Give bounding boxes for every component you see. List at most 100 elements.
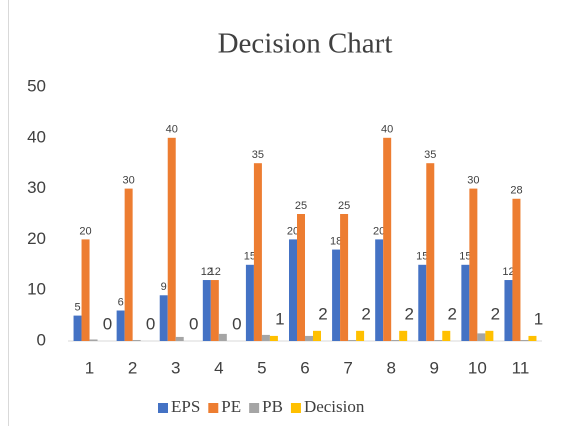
bar	[159, 295, 168, 341]
bar	[520, 339, 529, 341]
data-label: 1	[534, 309, 543, 328]
x-tick-label: 9	[430, 358, 439, 377]
data-label: 25	[295, 200, 307, 212]
data-label: 2	[491, 304, 500, 323]
data-label: 35	[252, 149, 264, 161]
bar	[132, 339, 141, 341]
bar	[375, 239, 384, 341]
bar	[391, 339, 400, 341]
bar	[253, 163, 262, 341]
bar	[269, 335, 278, 341]
bar	[210, 280, 219, 341]
bar	[305, 335, 313, 341]
data-label: 12	[201, 266, 213, 278]
x-tick-label: 5	[257, 358, 266, 377]
x-tick-label: 2	[128, 358, 137, 377]
chart-frame	[8, 0, 9, 426]
legend-swatch	[208, 403, 219, 413]
data-label: 35	[424, 149, 436, 161]
data-label: 28	[510, 185, 522, 197]
bar	[469, 188, 478, 341]
legend-label: Decision	[304, 397, 365, 416]
x-tick-label: 6	[300, 358, 309, 377]
data-label: 15	[416, 251, 428, 263]
data-label: 9	[161, 281, 167, 293]
bar	[81, 239, 90, 341]
data-label: 0	[146, 314, 155, 333]
data-label: 25	[338, 200, 350, 212]
data-label: 6	[118, 296, 124, 308]
bar	[297, 214, 305, 341]
bar	[245, 264, 254, 341]
x-tick-label: 1	[85, 358, 94, 377]
bar	[399, 330, 408, 341]
bar	[124, 188, 133, 341]
y-tick-label: 50	[27, 76, 46, 95]
bar	[289, 239, 297, 341]
x-tick-label: 4	[214, 358, 223, 377]
data-label: 2	[404, 304, 413, 323]
data-label: 40	[381, 124, 393, 136]
y-tick-label: 30	[27, 178, 46, 197]
chart-title: Decision Chart	[218, 28, 393, 60]
bar	[313, 330, 321, 341]
data-label: 2	[318, 304, 327, 323]
bar	[202, 280, 211, 341]
data-label: 1	[275, 309, 284, 328]
legend-label: PB	[262, 397, 283, 416]
legend-swatch	[158, 403, 168, 413]
y-tick-label: 20	[27, 229, 46, 248]
legend-label: EPS	[171, 397, 200, 416]
x-tick-label: 3	[171, 358, 180, 377]
bar	[89, 339, 98, 341]
legend-label: PE	[221, 397, 241, 416]
data-label: 40	[166, 124, 178, 136]
bar	[175, 336, 184, 341]
y-tick-label: 0	[37, 330, 46, 349]
data-label: 15	[244, 251, 256, 263]
legend-swatch	[249, 403, 260, 413]
data-label: 30	[123, 175, 135, 187]
bar	[477, 333, 486, 341]
x-tick-label: 7	[343, 358, 352, 377]
bar	[261, 334, 270, 341]
y-tick-label: 10	[27, 280, 46, 299]
bar	[528, 335, 537, 341]
data-label: 2	[361, 304, 370, 323]
bar	[340, 214, 349, 341]
bar	[461, 264, 470, 341]
bar	[348, 339, 357, 341]
bar	[383, 137, 392, 341]
data-label: 15	[459, 251, 471, 263]
x-tick-label: 8	[386, 358, 395, 377]
data-label: 20	[79, 225, 91, 237]
bar	[356, 330, 365, 341]
y-tick-label: 40	[27, 127, 46, 146]
bar	[218, 333, 227, 341]
data-label: 12	[209, 266, 221, 278]
data-label: 0	[232, 314, 241, 333]
data-label: 2	[448, 304, 457, 323]
data-label: 20	[287, 225, 299, 237]
bar	[418, 264, 427, 341]
bar	[434, 339, 443, 341]
bar	[332, 249, 341, 341]
x-tick-label: 10	[468, 358, 487, 377]
data-label: 0	[189, 314, 198, 333]
bar	[167, 137, 176, 341]
data-label: 5	[74, 302, 80, 314]
data-label: 0	[103, 314, 112, 333]
bar	[512, 198, 521, 341]
bar	[485, 330, 494, 341]
data-label: 18	[330, 235, 342, 247]
bar	[504, 280, 513, 341]
bar	[426, 163, 435, 341]
bar	[442, 330, 451, 341]
data-label: 20	[373, 225, 385, 237]
data-label: 12	[502, 266, 514, 278]
legend-swatch	[290, 403, 301, 413]
data-label: 30	[467, 175, 479, 187]
x-tick-label: 11	[512, 358, 530, 377]
bar	[116, 310, 125, 341]
